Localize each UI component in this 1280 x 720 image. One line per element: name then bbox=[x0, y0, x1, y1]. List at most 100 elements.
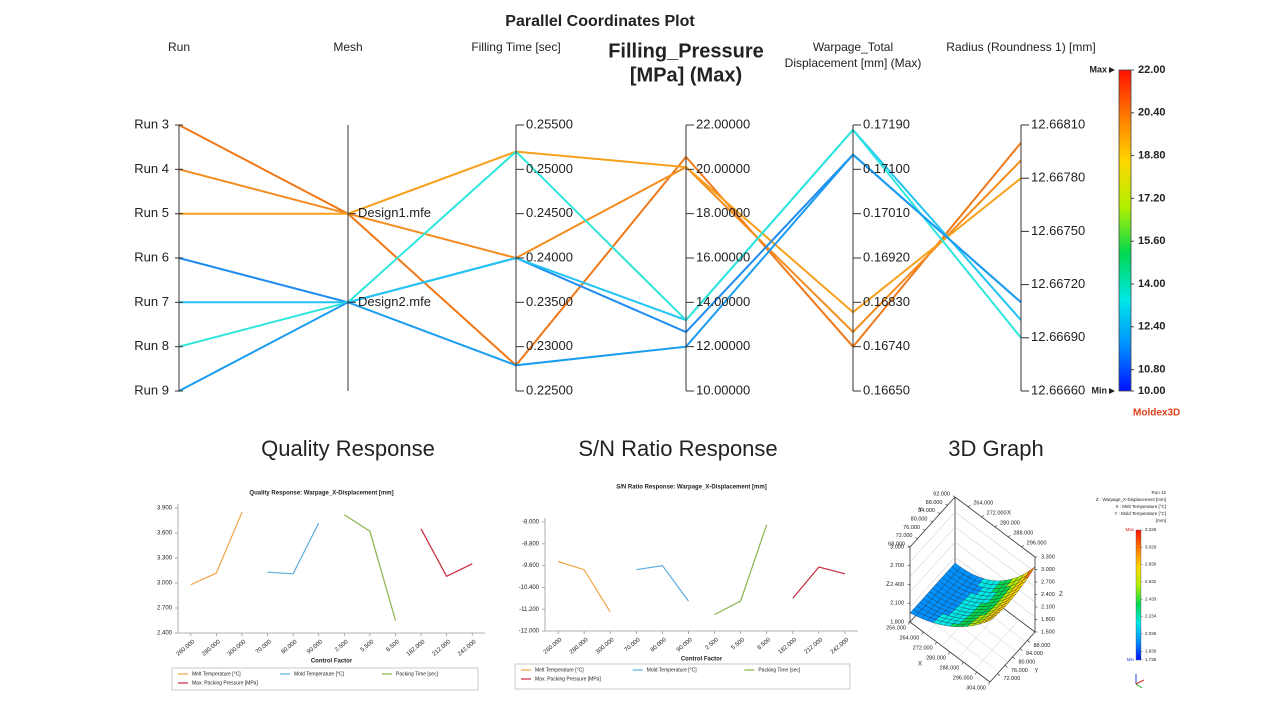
colorbar-label: 12.40 bbox=[1138, 321, 1166, 333]
tick-label: 0.23500 bbox=[526, 294, 573, 309]
tick-label: 1.800 bbox=[1041, 617, 1055, 623]
legend-box bbox=[171, 667, 479, 691]
tick-label: 20.00000 bbox=[696, 161, 750, 176]
tick-label: 1.800 bbox=[890, 619, 904, 625]
tick-label: 0.24500 bbox=[526, 205, 573, 220]
tick-label: 0.25500 bbox=[526, 116, 573, 131]
tick-label: 0.17100 bbox=[863, 161, 910, 176]
legend-text: [mm] bbox=[1156, 518, 1166, 523]
legend-label: Packing Time [sec] bbox=[758, 667, 801, 673]
tick-mark bbox=[934, 641, 937, 645]
axis-header: Radius (Roundness 1) [mm] bbox=[946, 40, 1095, 54]
run-line bbox=[179, 150, 1022, 314]
tick-mark bbox=[961, 661, 964, 665]
tick-mark bbox=[997, 673, 1001, 676]
tick-label: 0.23000 bbox=[526, 338, 573, 353]
series-line bbox=[557, 560, 611, 613]
tick-mark bbox=[945, 503, 948, 506]
tick-mark bbox=[921, 631, 924, 635]
tick-label: 92.000 bbox=[933, 491, 950, 497]
colorbar-label: 3.226 bbox=[1145, 527, 1157, 532]
legend-text: Y : Mold Temperature [°C] bbox=[1114, 511, 1166, 516]
logo: Moldex3D bbox=[1133, 408, 1180, 419]
tick-label: 84.000 bbox=[918, 508, 935, 514]
y-tick-label: 3.900 bbox=[157, 506, 173, 512]
tick-label: 0.17190 bbox=[863, 116, 910, 131]
wall-grid bbox=[909, 511, 956, 563]
tick-label: 264.000 bbox=[973, 500, 993, 506]
axis-header: Filling Time [sec] bbox=[471, 40, 560, 54]
run-line bbox=[178, 153, 1022, 392]
tick-label: 18.00000 bbox=[696, 205, 750, 220]
tick-mark bbox=[915, 537, 918, 539]
tick-mark bbox=[1027, 640, 1031, 643]
floor-grid bbox=[957, 607, 1004, 659]
series-line bbox=[343, 514, 397, 621]
category-label: Run 8 bbox=[134, 338, 169, 353]
tick-label: 12.66810 bbox=[1031, 116, 1085, 131]
tick-label: 0.16650 bbox=[863, 382, 910, 397]
axis-header: Displacement [mm] (Max) bbox=[785, 56, 922, 70]
axis-header: Mesh bbox=[333, 40, 362, 54]
tick-label: 12.00000 bbox=[696, 338, 750, 353]
colorbar-label: 1.836 bbox=[1145, 648, 1157, 653]
tick-label: 88.000 bbox=[926, 500, 943, 506]
legend-label: Max. Packing Pressure [MPa] bbox=[192, 680, 258, 686]
x-axis-label: Control Factor bbox=[681, 657, 723, 663]
tick-label: 3.300 bbox=[1041, 554, 1055, 560]
y-tick-label: -11.200 bbox=[519, 607, 540, 613]
run-line bbox=[178, 124, 1022, 367]
category-label: Design1.mfe bbox=[358, 205, 431, 220]
colorbar-label: 2.632 bbox=[1145, 579, 1157, 584]
tick-label: 0.25000 bbox=[526, 161, 573, 176]
panel-heading: Quality Response bbox=[261, 436, 435, 461]
category-label: Run 6 bbox=[134, 249, 169, 264]
legend-box bbox=[514, 663, 851, 690]
chart-title: Parallel Coordinates Plot bbox=[505, 13, 695, 30]
tick-label: 264.000 bbox=[899, 635, 919, 641]
tick-mark bbox=[952, 495, 956, 498]
legend-text: Run 12 bbox=[1151, 490, 1166, 495]
tick-label: 272.000 bbox=[987, 510, 1007, 516]
colorbar-label: 2.234 bbox=[1145, 614, 1157, 619]
tick-label: 1.500 bbox=[1041, 629, 1055, 635]
legend-label: Mold Temperature [°C] bbox=[647, 667, 698, 673]
tick-label: 12.66750 bbox=[1031, 223, 1085, 238]
tick-mark bbox=[948, 651, 951, 655]
tick-label: 84.000 bbox=[1026, 651, 1043, 657]
category-label: Run 4 bbox=[134, 161, 169, 176]
tick-mark bbox=[988, 681, 991, 685]
wall-grid bbox=[909, 541, 956, 593]
tick-label: 12.66780 bbox=[1031, 170, 1085, 185]
surface-cell bbox=[909, 609, 920, 616]
colorbar-label: 10.00 bbox=[1138, 385, 1166, 397]
wall-grid bbox=[909, 556, 956, 608]
legend-text: X : Melt Temperature [°C] bbox=[1116, 504, 1166, 509]
tick-label: 2.100 bbox=[890, 601, 904, 607]
colorbar-label: 2.830 bbox=[1145, 562, 1157, 567]
y-tick-label: 3.000 bbox=[157, 581, 173, 587]
tick-mark bbox=[994, 525, 998, 528]
tick-label: 2.100 bbox=[1041, 604, 1055, 610]
run-line bbox=[178, 128, 1022, 348]
series-line bbox=[792, 566, 846, 599]
colorbar-label: 22.00 bbox=[1138, 64, 1166, 76]
tick-mark bbox=[1012, 656, 1016, 660]
tick-label: 288.000 bbox=[1013, 530, 1033, 536]
series-line bbox=[636, 564, 689, 602]
tick-label: 14.00000 bbox=[696, 294, 750, 309]
colorbar-label: 18.80 bbox=[1138, 150, 1166, 162]
floor-grid bbox=[973, 619, 1020, 671]
legend-label: Max. Packing Pressure [MPa] bbox=[535, 676, 601, 682]
tick-mark bbox=[1019, 648, 1023, 651]
colorbar-label: 17.20 bbox=[1138, 192, 1166, 204]
y-tick-label: 2.700 bbox=[157, 606, 173, 612]
tick-label: 256.000 bbox=[886, 625, 906, 631]
tick-label: 12.66660 bbox=[1031, 382, 1085, 397]
tick-mark bbox=[981, 515, 984, 518]
axis-header: Filling_Pressure bbox=[608, 40, 764, 62]
series-line bbox=[420, 528, 473, 578]
category-label: Run 5 bbox=[134, 205, 169, 220]
